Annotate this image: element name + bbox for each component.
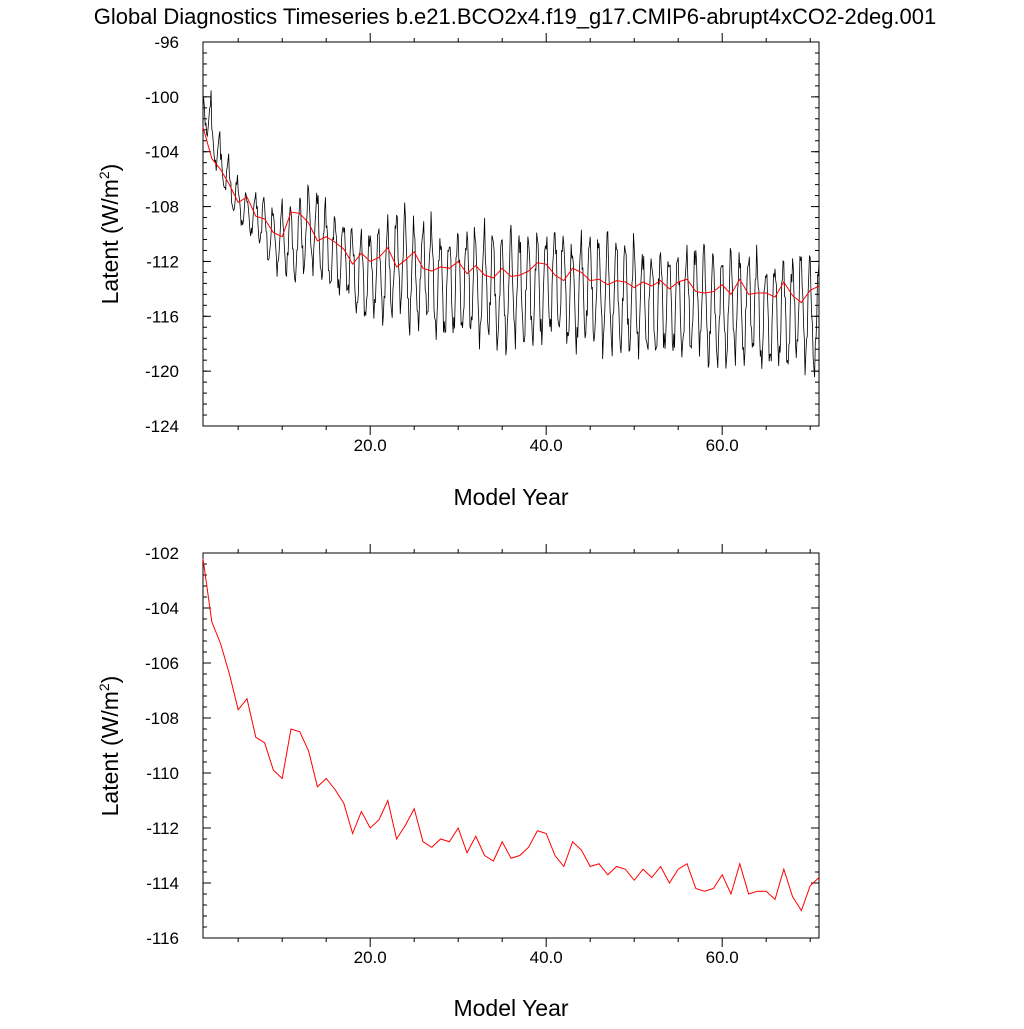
x-tick-label: 40.0	[530, 436, 563, 455]
y-tick-label: -102	[145, 544, 179, 563]
bottom-x-axis-title: Model Year	[453, 995, 568, 1021]
top-x-axis-title: Model Year	[453, 484, 568, 510]
x-tick-label: 40.0	[530, 948, 563, 967]
y-tick-label: -110	[146, 764, 179, 783]
panel-bottom-chart: -116 -114 -112 -110 -108 -106 -104 -102 20.0 40.0…	[96, 544, 820, 1021]
y-tick-label: -114	[146, 874, 179, 893]
bottom-series-group	[202, 558, 820, 912]
y-tick-label: -104	[145, 143, 179, 162]
y-tick-label: -120	[145, 362, 179, 381]
panel-top-chart: -124 -120 -116 -112 -108 -104 -100 -96 20.0 40.0 6…	[96, 33, 820, 510]
plot-frame-bottom	[202, 552, 820, 939]
y-tick-label: -106	[145, 654, 179, 673]
y-tick-label: -116	[146, 307, 179, 326]
y-tick-label: -104	[145, 599, 179, 618]
y-tick-label: -112	[146, 819, 179, 838]
series-line-annual-mean	[202, 126, 820, 304]
top-series-group	[202, 90, 820, 378]
y-tick-label: -108	[145, 198, 179, 217]
y-tick-label: -96	[154, 33, 179, 52]
x-tick-label: 20.0	[354, 948, 387, 967]
y-tick-label: -108	[145, 709, 179, 728]
y-tick-label: -116	[146, 929, 179, 948]
x-tick-label: 60.0	[706, 436, 739, 455]
y-tick-label: -100	[145, 88, 179, 107]
x-tick-label: 20.0	[354, 436, 387, 455]
bottom-axis-ticks: -116 -114 -112 -110 -108 -106 -104 -102 20.0 40.0…	[145, 544, 819, 967]
y-tick-label: -124	[145, 417, 179, 436]
figure-title: Global Diagnostics Timeseries b.e21.BCO2…	[94, 4, 937, 29]
plot-frame-top	[202, 41, 820, 427]
bottom-y-axis-title: Latent (W/m2)	[96, 676, 123, 817]
top-axis-ticks: -124 -120 -116 -112 -108 -104 -100 -96 20.0 40.0 6…	[145, 33, 819, 455]
x-tick-label: 60.0	[706, 948, 739, 967]
series-line-annual-mean	[202, 558, 820, 912]
y-tick-label: -112	[146, 252, 179, 271]
series-line-monthly	[202, 90, 820, 378]
top-y-axis-title: Latent (W/m2)	[96, 164, 123, 305]
